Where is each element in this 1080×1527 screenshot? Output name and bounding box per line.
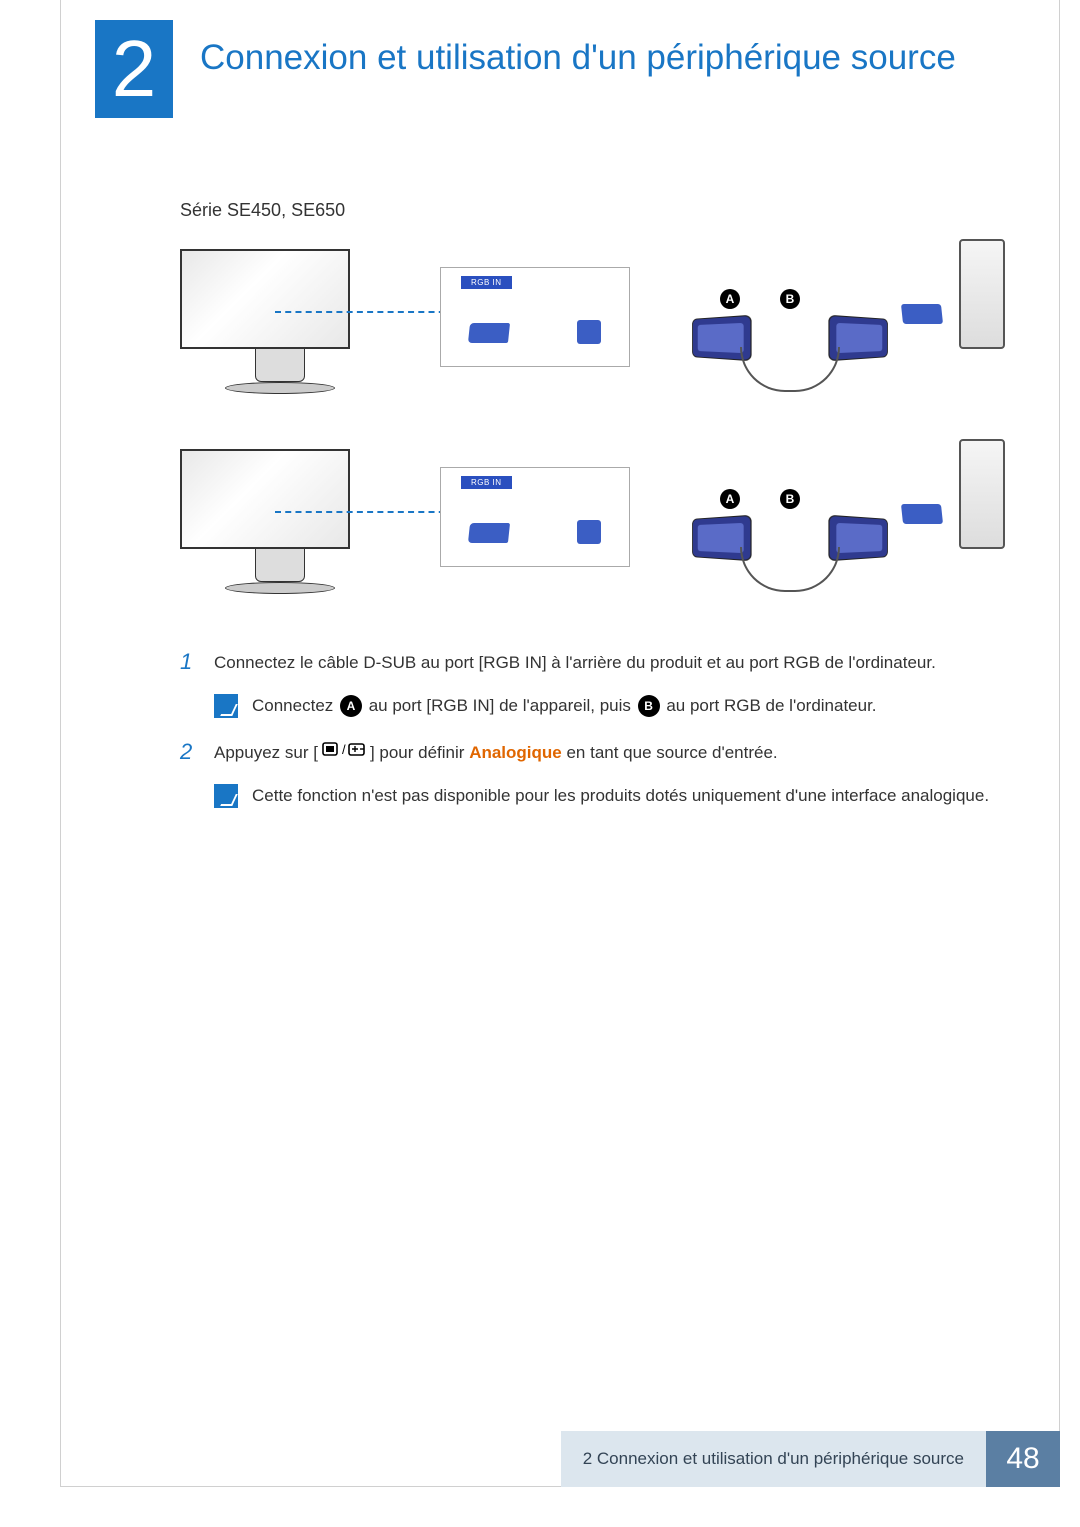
pc-vga-port-icon (901, 304, 943, 324)
note1-after: au port RGB de l'ordinateur. (662, 696, 877, 715)
chapter-title: Connexion et utilisation d'un périphériq… (200, 36, 1020, 80)
svg-text:/: / (342, 742, 346, 757)
cable-connectors: A B (670, 489, 930, 609)
note1-before: Connectez (252, 696, 338, 715)
note1-mid: au port [RGB IN] de l'appareil, puis (364, 696, 636, 715)
port-zoom-panel: RGB IN (440, 267, 630, 367)
marker-a: A (720, 489, 740, 509)
step-number: 2 (180, 739, 200, 765)
step-1: 1 Connectez le câble D-SUB au port [RGB … (180, 649, 990, 678)
cable-icon (740, 347, 840, 392)
step-text: Connectez le câble D-SUB au port [RGB IN… (214, 649, 990, 678)
step2-after: en tant que source d'entrée. (562, 743, 778, 762)
monitor-icon (180, 449, 380, 599)
step2-before: Appuyez sur [ (214, 743, 318, 762)
port-zoom-panel: RGB IN (440, 467, 630, 567)
note-icon (214, 694, 238, 718)
vga-port-icon (468, 523, 510, 543)
note-text: Cette fonction n'est pas disponible pour… (252, 782, 989, 809)
marker-b: B (780, 489, 800, 509)
vga-port-icon (468, 323, 510, 343)
rgb-in-label: RGB IN (461, 476, 512, 489)
secondary-port-icon (577, 320, 601, 344)
note-text: Connectez A au port [RGB IN] de l'appare… (252, 692, 877, 719)
note-1: Connectez A au port [RGB IN] de l'appare… (214, 692, 990, 719)
secondary-port-icon (577, 520, 601, 544)
step2-mid: ] pour définir (370, 743, 469, 762)
footer-chapter-ref: 2 Connexion et utilisation d'un périphér… (561, 1431, 986, 1487)
monitor-icon (180, 249, 380, 399)
page-content: Série SE450, SE650 RGB IN A B (180, 200, 990, 829)
instruction-steps: 1 Connectez le câble D-SUB au port [RGB … (180, 649, 990, 809)
chapter-number: 2 (112, 29, 157, 109)
note-2: Cette fonction n'est pas disponible pour… (214, 782, 990, 809)
pc-tower-icon (959, 239, 1005, 349)
zoom-indicator-line (275, 311, 455, 313)
marker-a: A (720, 289, 740, 309)
source-button-icon: / (322, 739, 366, 768)
marker-b: B (780, 289, 800, 309)
zoom-indicator-line (275, 511, 455, 513)
cable-connectors: A B (670, 289, 930, 409)
pc-tower-icon (959, 439, 1005, 549)
inline-marker-a: A (340, 695, 362, 717)
connection-diagram: RGB IN A B RGB IN (180, 239, 990, 619)
diagram-row-2: RGB IN A B (180, 439, 990, 619)
diagram-row-1: RGB IN A B (180, 239, 990, 419)
step-2: 2 Appuyez sur [ / ] pour définir Analogiqu… (180, 739, 990, 768)
step-number: 1 (180, 649, 200, 675)
series-label: Série SE450, SE650 (180, 200, 990, 221)
step-text: Appuyez sur [/] pour définir Analogique … (214, 739, 990, 768)
inline-marker-b: B (638, 695, 660, 717)
note-icon (214, 784, 238, 808)
cable-icon (740, 547, 840, 592)
page-number: 48 (986, 1431, 1060, 1487)
chapter-number-box: 2 (95, 20, 173, 118)
rgb-in-label: RGB IN (461, 276, 512, 289)
step2-highlight: Analogique (469, 743, 562, 762)
page-header: 2 Connexion et utilisation d'un périphér… (0, 0, 1080, 160)
pc-vga-port-icon (901, 504, 943, 524)
page-footer: 2 Connexion et utilisation d'un périphér… (60, 1431, 1060, 1487)
